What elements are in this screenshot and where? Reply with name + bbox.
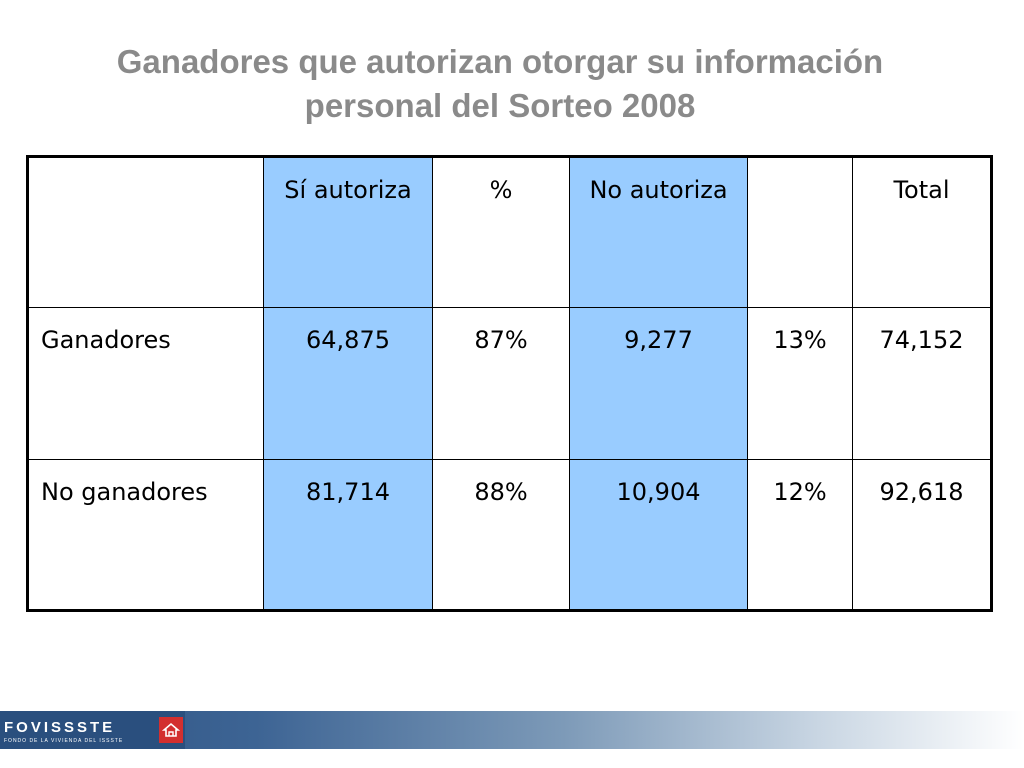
header-cell-no-autoriza: No autoriza: [569, 155, 748, 309]
cell-no-autoriza: 10,904: [569, 458, 748, 612]
table-row-ganadores: Ganadores 64,875 87% 9,277 13% 74,152: [27, 307, 992, 460]
slide-title: Ganadores que autorizan otorgar su infor…: [30, 40, 970, 128]
cell-no-autoriza: 9,277: [569, 307, 748, 460]
fovissste-logo: FOVISSSTE FONDO DE LA VIVIENDA DEL ISSST…: [0, 711, 185, 749]
logo-subtext: FONDO DE LA VIVIENDA DEL ISSSTE: [4, 738, 124, 744]
cell-no-percent: 13%: [747, 307, 853, 460]
header-cell-si-autoriza: Sí autoriza: [263, 155, 433, 309]
header-cell-blank: [747, 155, 853, 309]
house-emblem-icon: [159, 717, 183, 743]
header-cell-percent: %: [432, 155, 570, 309]
cell-si-autoriza: 64,875: [263, 307, 433, 460]
table-header-row: Sí autoriza % No autoriza Total: [27, 155, 992, 309]
row-label-no-ganadores: No ganadores: [27, 458, 264, 612]
cell-si-percent: 87%: [432, 307, 570, 460]
header-cell-empty: [27, 155, 264, 309]
slide-title-line-1: Ganadores que autorizan otorgar su infor…: [116, 43, 884, 80]
table-row-no-ganadores: No ganadores 81,714 88% 10,904 12% 92,61…: [27, 458, 992, 612]
authorization-table: Sí autoriza % No autoriza Total Ganadore…: [26, 155, 993, 612]
slide-title-line-2: personal del Sorteo 2008: [304, 87, 696, 124]
cell-total: 92,618: [852, 458, 992, 612]
header-cell-total: Total: [852, 155, 992, 309]
cell-total: 74,152: [852, 307, 992, 460]
cell-si-autoriza: 81,714: [263, 458, 433, 612]
logo-text: FOVISSSTE: [4, 719, 116, 736]
cell-si-percent: 88%: [432, 458, 570, 612]
row-label-ganadores: Ganadores: [27, 307, 264, 460]
cell-no-percent: 12%: [747, 458, 853, 612]
